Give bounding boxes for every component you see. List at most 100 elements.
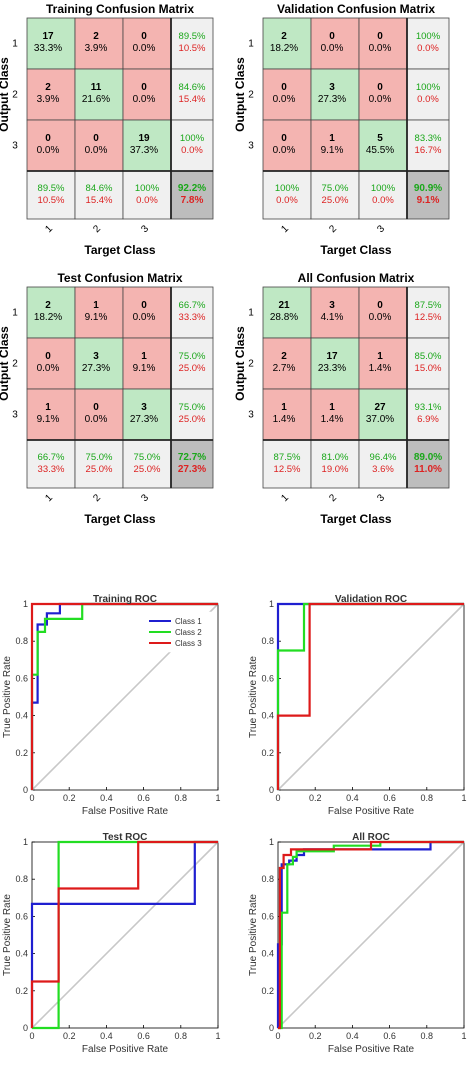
x-tick-label: 0 bbox=[275, 793, 280, 803]
cell-percent: 21.6% bbox=[82, 94, 110, 105]
cell-percent: 1.4% bbox=[369, 363, 392, 374]
x-tick-label: 0.2 bbox=[309, 1031, 322, 1041]
column-error: 25.0% bbox=[86, 464, 113, 475]
x-axis-label: False Positive Rate bbox=[328, 806, 415, 817]
cell-percent: 0.0% bbox=[273, 145, 296, 156]
overall-cell bbox=[170, 439, 214, 489]
column-accuracy: 84.6% bbox=[86, 183, 113, 194]
column-error: 3.6% bbox=[372, 464, 394, 475]
confusion-matrix-3: Test Confusion Matrix218.2%19.1%00.0%66.… bbox=[0, 271, 214, 526]
x-axis-label: Target Class bbox=[320, 243, 391, 257]
roc-title: Test ROC bbox=[103, 832, 148, 843]
overall-cell bbox=[406, 439, 450, 489]
column-error: 25.0% bbox=[134, 464, 161, 475]
column-error: 33.3% bbox=[38, 464, 65, 475]
y-axis-label: True Positive Rate bbox=[248, 894, 259, 976]
roc-plot-2: 00 0.2 0.2 0.4 0.4 0.6 0.6 0.8 0.8 1 1 Validation R… bbox=[248, 594, 467, 817]
overall-accuracy: 90.9% bbox=[414, 183, 442, 194]
x-tick-label: 0.2 bbox=[309, 793, 322, 803]
cell-percent: 0.0% bbox=[273, 94, 296, 105]
matrix-cell bbox=[26, 17, 76, 70]
row-error: 0.0% bbox=[417, 94, 439, 105]
x-tick-label: 0.4 bbox=[346, 1031, 359, 1041]
y-tick-label: 0.6 bbox=[261, 673, 274, 683]
matrix-cell bbox=[122, 286, 172, 339]
row-accuracy: 75.0% bbox=[179, 402, 206, 413]
cell-count: 2 bbox=[281, 351, 287, 362]
x-tick-label: 0.8 bbox=[421, 1031, 434, 1041]
cell-count: 0 bbox=[45, 351, 51, 362]
cell-percent: 3.9% bbox=[85, 43, 108, 54]
overall-error: 7.8% bbox=[181, 195, 204, 206]
roc-curve-class-3 bbox=[30, 602, 218, 790]
matrix-cell bbox=[262, 17, 312, 70]
column-tick-label: 3 bbox=[375, 223, 387, 235]
y-tick-label: 0.4 bbox=[261, 949, 274, 959]
row-summary-cell bbox=[170, 119, 214, 172]
y-tick-label: 0.4 bbox=[15, 711, 28, 721]
matrix-cell bbox=[310, 286, 360, 339]
y-tick-label: 0 bbox=[269, 785, 274, 795]
roc-plot-4: 00 0.2 0.2 0.4 0.4 0.6 0.6 0.8 0.8 1 1 All ROC False… bbox=[248, 832, 467, 1055]
row-tick-label: 1 bbox=[12, 39, 18, 50]
roc-curve-class-3 bbox=[276, 602, 464, 790]
matrix-cell bbox=[310, 119, 360, 172]
x-tick-label: 0.4 bbox=[100, 1031, 113, 1041]
row-tick-label: 1 bbox=[12, 308, 18, 319]
column-tick-label: 2 bbox=[327, 492, 339, 504]
x-tick-label: 0.6 bbox=[137, 793, 150, 803]
cell-count: 1 bbox=[329, 402, 335, 413]
x-tick-label: 0 bbox=[275, 1031, 280, 1041]
cell-percent: 18.2% bbox=[270, 43, 298, 54]
column-accuracy: 96.4% bbox=[370, 452, 397, 463]
row-tick-label: 3 bbox=[12, 141, 18, 152]
row-summary-cell bbox=[170, 337, 214, 390]
roc-curve-class-2 bbox=[278, 840, 464, 1030]
matrix-cell bbox=[122, 337, 172, 390]
row-summary-cell bbox=[170, 17, 214, 70]
roc-title: All ROC bbox=[352, 832, 390, 843]
roc-plot-1: 00 0.2 0.2 0.4 0.4 0.6 0.6 0.8 0.8 1 1 Training ROC… bbox=[2, 594, 221, 817]
cell-count: 3 bbox=[329, 300, 335, 311]
y-tick-label: 0.4 bbox=[15, 949, 28, 959]
cell-count: 17 bbox=[42, 31, 54, 42]
cell-percent: 33.3% bbox=[34, 43, 62, 54]
matrix-title: All Confusion Matrix bbox=[298, 271, 415, 285]
x-tick-label: 1 bbox=[215, 793, 220, 803]
row-error: 16.7% bbox=[415, 145, 442, 156]
overall-cell bbox=[406, 170, 450, 220]
y-tick-label: 1 bbox=[23, 599, 28, 609]
x-axis-label: Target Class bbox=[84, 512, 155, 526]
matrix-cell bbox=[358, 119, 408, 172]
roc-curve-class-1 bbox=[30, 602, 218, 790]
cell-count: 0 bbox=[329, 31, 335, 42]
row-tick-label: 1 bbox=[248, 39, 254, 50]
matrix-cell bbox=[358, 337, 408, 390]
row-accuracy: 66.7% bbox=[179, 300, 206, 311]
y-axis-label: Output Class bbox=[0, 326, 11, 401]
cell-percent: 37.3% bbox=[130, 145, 158, 156]
y-tick-label: 0 bbox=[23, 1023, 28, 1033]
matrix-cell bbox=[74, 68, 124, 121]
diagonal-reference-line bbox=[277, 603, 465, 791]
y-axis-label: True Positive Rate bbox=[2, 894, 13, 976]
column-error: 10.5% bbox=[38, 195, 65, 206]
cell-count: 0 bbox=[377, 82, 383, 93]
matrix-cell bbox=[74, 17, 124, 70]
cell-count: 2 bbox=[45, 300, 51, 311]
legend-label: Class 3 bbox=[175, 639, 202, 648]
column-error: 0.0% bbox=[276, 195, 298, 206]
roc-curve-class-2 bbox=[30, 602, 218, 790]
row-accuracy: 85.0% bbox=[415, 351, 442, 362]
row-accuracy: 84.6% bbox=[179, 82, 206, 93]
cell-count: 1 bbox=[45, 402, 51, 413]
cell-count: 3 bbox=[93, 351, 99, 362]
matrix-cell bbox=[262, 68, 312, 121]
x-tick-label: 0.6 bbox=[137, 1031, 150, 1041]
x-tick-label: 0.8 bbox=[421, 793, 434, 803]
column-error: 0.0% bbox=[372, 195, 394, 206]
confusion-matrix-4: All Confusion Matrix2128.8%34.1%00.0%87.… bbox=[233, 271, 450, 526]
y-tick-label: 0.8 bbox=[261, 636, 274, 646]
row-accuracy: 87.5% bbox=[415, 300, 442, 311]
y-axis-label: Output Class bbox=[233, 57, 247, 132]
